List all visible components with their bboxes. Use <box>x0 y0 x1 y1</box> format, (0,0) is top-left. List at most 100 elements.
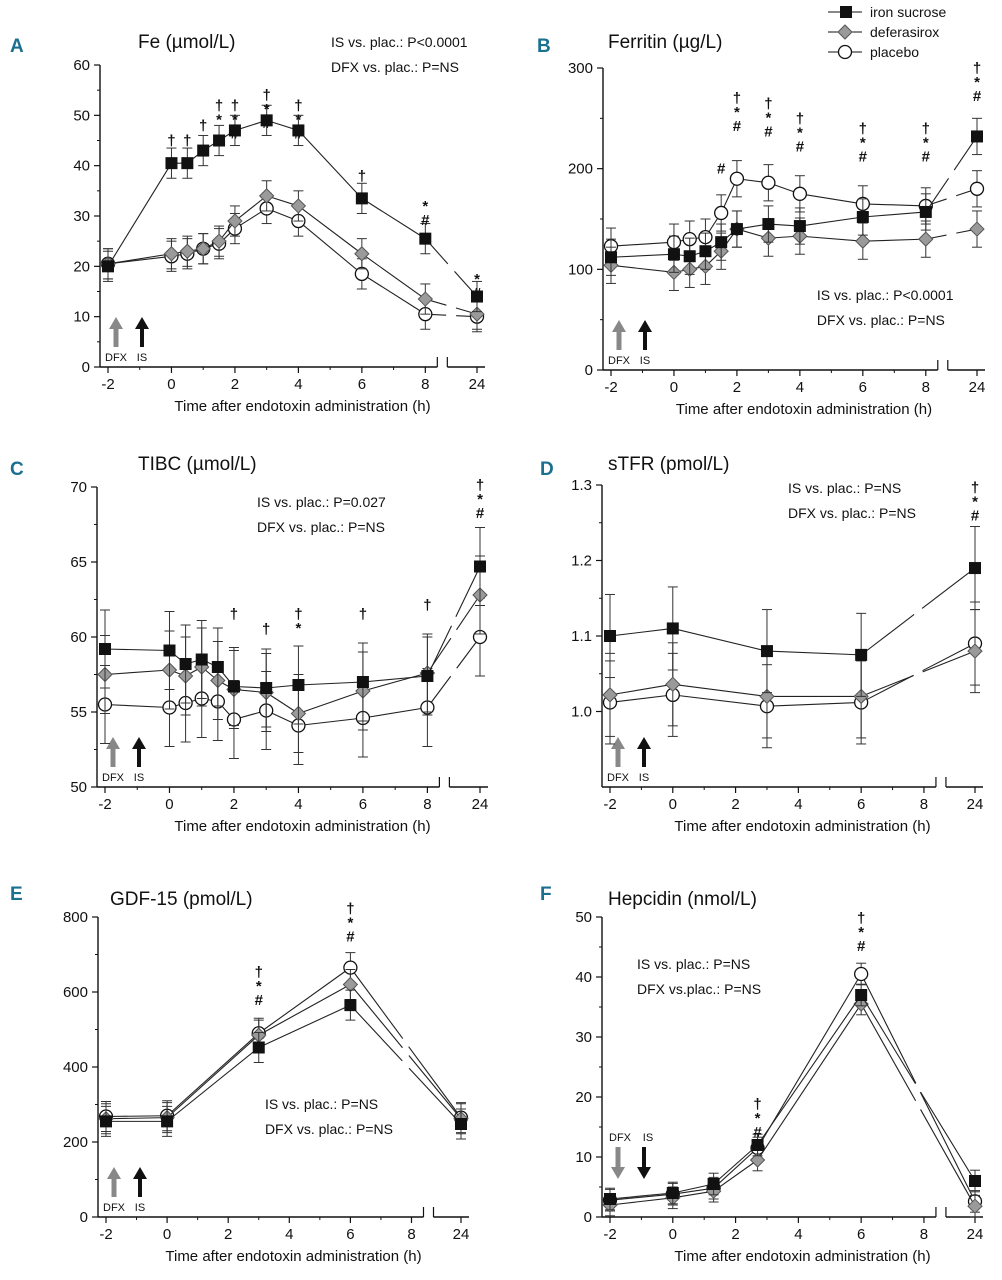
dfx-label: DFX <box>609 1132 632 1144</box>
significance-symbol: * <box>797 124 803 141</box>
data-point-deferasirox <box>163 246 180 262</box>
series-line-segment <box>672 683 768 697</box>
x-tick-label: 4 <box>794 1226 802 1243</box>
significance-symbol: † <box>764 95 772 112</box>
significance-symbol: # <box>764 123 773 140</box>
data-point-iron-sucrose <box>356 676 369 688</box>
x-tick-label: 2 <box>731 1226 739 1243</box>
stat-line: IS vs. plac.: P<0.0001 <box>817 287 954 303</box>
data-point-iron-sucrose <box>707 1178 720 1190</box>
data-point-iron-sucrose <box>605 251 617 264</box>
x-axis-label: Time after endotoxin administration (h) <box>674 1248 930 1265</box>
significance-symbol: † <box>973 60 981 77</box>
data-point-iron-sucrose <box>856 210 869 223</box>
series-line-segment <box>408 1055 462 1120</box>
significance-symbol: # <box>971 508 980 525</box>
y-tick-label: 30 <box>73 208 90 225</box>
series-line-segment <box>298 220 363 275</box>
data-point-iron-sucrose <box>161 1115 174 1128</box>
series-line-segment <box>349 984 403 1049</box>
significance-symbol: * <box>295 111 301 128</box>
stat-line: IS vs. plac.: P<0.0001 <box>331 34 468 50</box>
significance-symbol: # <box>294 125 303 142</box>
significance-symbol: † <box>358 168 366 185</box>
series-line-segment <box>860 674 914 703</box>
significance-symbol: * <box>974 74 980 91</box>
x-tick-label: -2 <box>98 796 111 813</box>
data-point-iron-sucrose <box>969 1175 981 1187</box>
y-tick-label: 200 <box>63 1134 88 1151</box>
x-tick-label: 8 <box>920 796 928 813</box>
significance-symbol: # <box>262 115 271 132</box>
series-line-segment <box>610 241 674 247</box>
significance-symbol: * <box>296 620 302 637</box>
panel-title: TIBC (µmol/L) <box>138 454 257 475</box>
series-line-segment <box>799 216 863 227</box>
data-point-iron-sucrose <box>213 134 226 147</box>
is-arrowhead <box>637 737 651 749</box>
series-line-segment <box>922 650 976 673</box>
x-tick-label: 6 <box>346 1226 354 1243</box>
y-tick-label: 40 <box>73 158 90 175</box>
y-tick-label: 1.0 <box>571 704 592 721</box>
x-tick-label: 8 <box>407 1226 415 1243</box>
y-tick-label: 200 <box>568 161 593 178</box>
significance-symbol: # <box>717 161 726 178</box>
series-line-segment <box>258 984 351 1036</box>
series-line-segment <box>609 627 673 637</box>
data-point-iron-sucrose <box>667 248 680 261</box>
data-point-deferasirox <box>179 243 196 259</box>
series-line-segment <box>298 205 363 255</box>
y-tick-label: 300 <box>568 60 593 77</box>
series-line-segment <box>361 197 426 240</box>
series-placebo <box>603 160 985 265</box>
x-tick-label: 0 <box>167 376 175 393</box>
significance-symbol: # <box>473 285 482 302</box>
stat-line: DFX vs. plac.: P=NS <box>331 59 459 75</box>
legend-label-iron-sucrose: iron sucrose <box>870 4 946 20</box>
data-point-deferasirox <box>967 1198 983 1214</box>
series-line-segment <box>766 701 862 707</box>
y-tick-label: 30 <box>575 1029 592 1046</box>
series-line-segment <box>757 994 862 1146</box>
series-line-segment <box>609 1193 673 1201</box>
x-tick-label: 8 <box>922 379 930 396</box>
x-tick-label: 2 <box>733 379 741 396</box>
significance-symbol: † <box>199 117 207 134</box>
series-line-segment <box>766 650 862 656</box>
series-line-segment <box>234 195 268 222</box>
x-tick-label: 24 <box>472 796 489 813</box>
data-point-deferasirox <box>354 246 370 262</box>
series-line-segment <box>362 672 428 692</box>
significance-symbol: # <box>859 148 868 165</box>
data-point-iron-sucrose <box>760 645 773 658</box>
data-point-placebo <box>792 186 808 201</box>
x-tick-label: 4 <box>285 1226 293 1243</box>
is-label: IS <box>640 355 650 367</box>
series-iron-sucrose <box>604 526 981 697</box>
series-line-segment <box>799 235 863 242</box>
stat-line: DFX vs. plac.: P=NS <box>265 1121 393 1137</box>
x-tick-label: 6 <box>857 1226 865 1243</box>
significance-symbol: † <box>922 120 930 137</box>
x-tick-label: 24 <box>469 376 486 393</box>
panel-letter: A <box>10 36 24 57</box>
x-tick-label: 6 <box>358 376 366 393</box>
y-tick-label: 100 <box>568 261 593 278</box>
series-line-segment <box>919 1091 976 1202</box>
data-point-deferasirox <box>749 1152 766 1168</box>
panel-letter: F <box>540 884 552 905</box>
significance-symbol: † <box>294 97 302 114</box>
stat-line: IS vs. plac.: P=0.027 <box>257 494 386 510</box>
series-line-segment <box>860 1003 917 1102</box>
dfx-arrowhead <box>612 320 626 332</box>
data-point-deferasirox <box>195 241 211 257</box>
dfx-arrowhead <box>106 737 120 749</box>
significance-symbol: † <box>796 110 804 127</box>
significance-symbol: # <box>346 928 355 945</box>
dfx-arrowhead <box>611 737 625 749</box>
dosing-arrows: DFX IS <box>102 737 146 784</box>
series-line-segment <box>860 973 917 1084</box>
data-point-iron-sucrose <box>419 232 432 245</box>
